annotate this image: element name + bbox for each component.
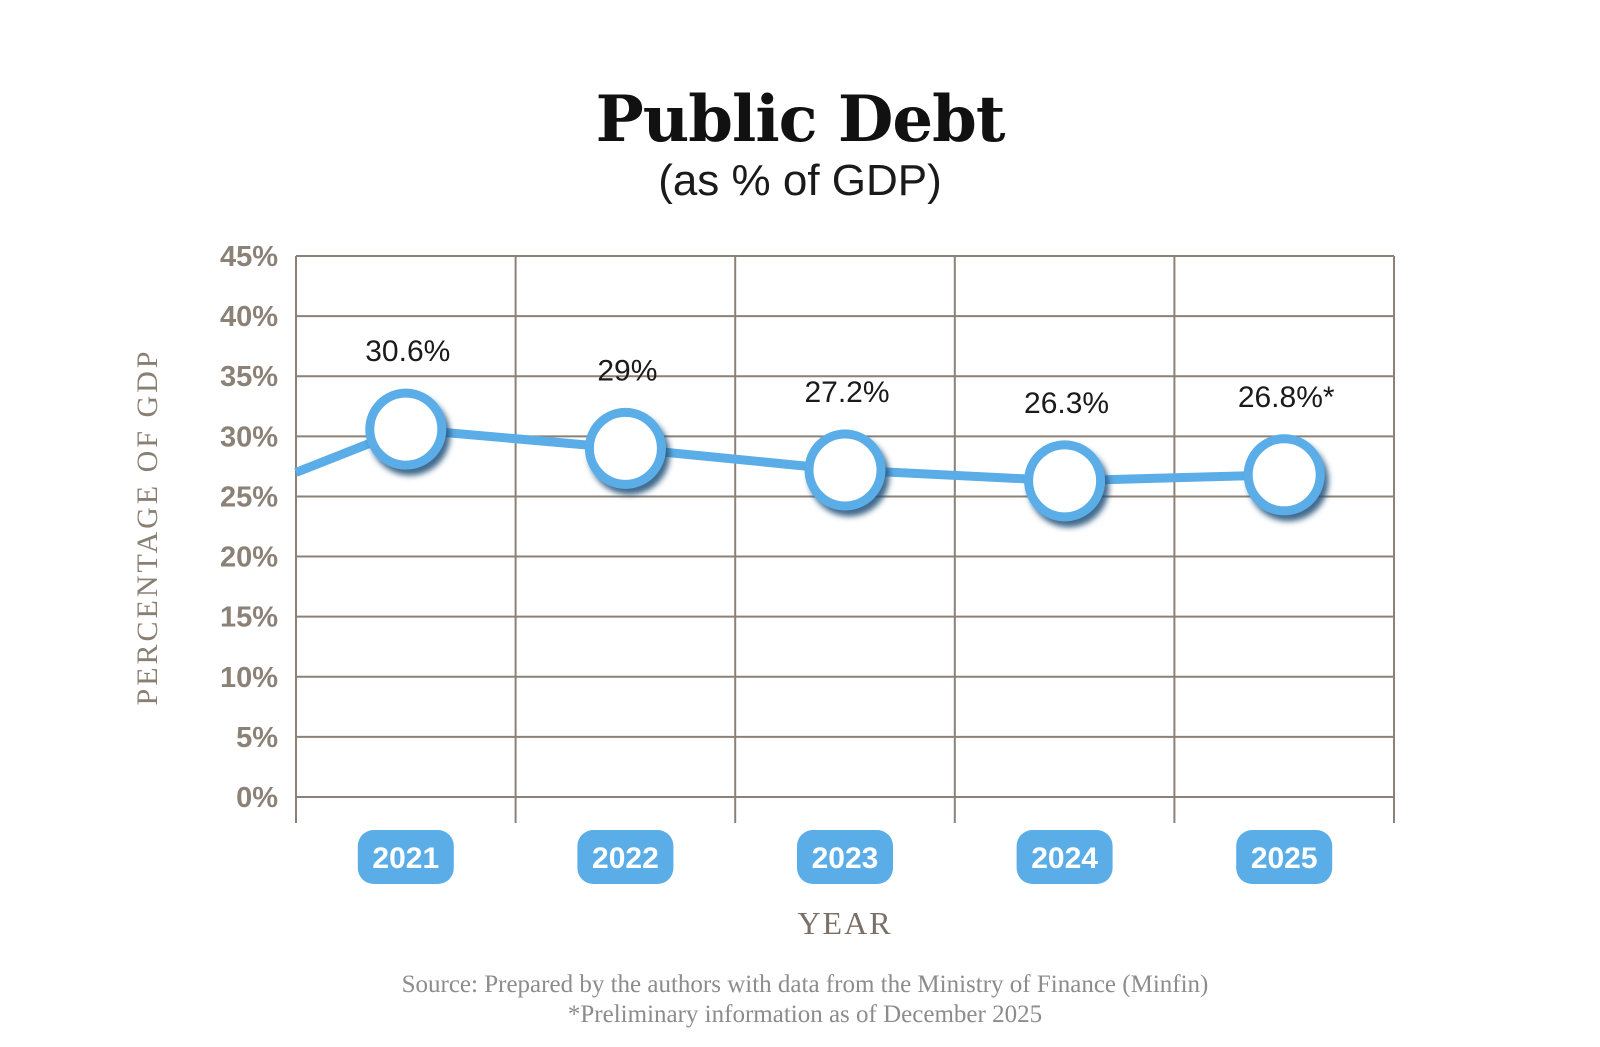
data-point-2022 xyxy=(584,407,666,489)
data-markers xyxy=(365,388,1325,522)
data-labels: 30.6% 29% 27.2% 26.3% 26.8%* xyxy=(365,335,1335,420)
data-point-2025 xyxy=(1243,434,1325,516)
chart-grid xyxy=(295,255,1395,823)
year-badge-bg xyxy=(357,830,454,884)
y-axis-ticks: 0% 5% 10% 15% 20% 25% 30% 35% 40% 45% xyxy=(220,241,278,814)
chart-title: Public Debt xyxy=(595,82,1006,157)
data-label-2024: 26.3% xyxy=(1024,387,1109,420)
data-point-2024 xyxy=(1024,440,1106,522)
y-tick-label: 45% xyxy=(220,241,278,273)
x-tick-label: 2025 xyxy=(1251,842,1318,875)
x-axis-label: YEAR xyxy=(797,905,893,941)
source-text: Source: Prepared by the authors with dat… xyxy=(401,971,1209,998)
y-tick-label: 15% xyxy=(220,602,278,634)
year-badge-2024: 2024 xyxy=(1016,830,1113,884)
data-point-2021 xyxy=(365,388,447,470)
y-tick-label: 5% xyxy=(236,722,278,754)
data-label-2021: 30.6% xyxy=(365,335,450,368)
year-badge-2021: 2021 xyxy=(357,830,454,884)
year-badge-bg xyxy=(797,830,893,884)
year-badge-2022: 2022 xyxy=(577,830,674,884)
x-tick-label: 2023 xyxy=(812,842,879,875)
year-badge-bg xyxy=(1016,830,1113,884)
year-badge-2025: 2025 xyxy=(1236,830,1333,884)
source-note: Source: Prepared by the authors with dat… xyxy=(0,970,1600,1030)
x-tick-label: 2021 xyxy=(372,842,439,875)
y-tick-label: 10% xyxy=(220,662,278,694)
year-badge-2023: 2023 xyxy=(797,830,893,884)
data-label-2025: 26.8%* xyxy=(1238,381,1335,414)
y-tick-label: 20% xyxy=(220,542,278,574)
y-tick-label: 30% xyxy=(220,421,278,453)
y-tick-label: 40% xyxy=(220,301,278,333)
x-axis-ticks: 2021 2022 2023 2024 2025 xyxy=(357,830,1333,884)
y-tick-label: 25% xyxy=(220,481,278,513)
y-tick-label: 35% xyxy=(220,361,278,393)
data-label-2022: 29% xyxy=(597,354,657,387)
data-point-2023 xyxy=(804,429,886,511)
year-badge-bg xyxy=(577,830,674,884)
chart-subtitle: (as % of GDP) xyxy=(658,156,942,205)
y-tick-label: 0% xyxy=(236,782,278,814)
data-label-2023: 27.2% xyxy=(804,376,889,409)
preliminary-note: *Preliminary information as of December … xyxy=(567,1001,1043,1028)
x-tick-label: 2022 xyxy=(592,842,659,875)
year-badge-bg xyxy=(1236,830,1333,884)
x-tick-label: 2024 xyxy=(1031,842,1098,875)
